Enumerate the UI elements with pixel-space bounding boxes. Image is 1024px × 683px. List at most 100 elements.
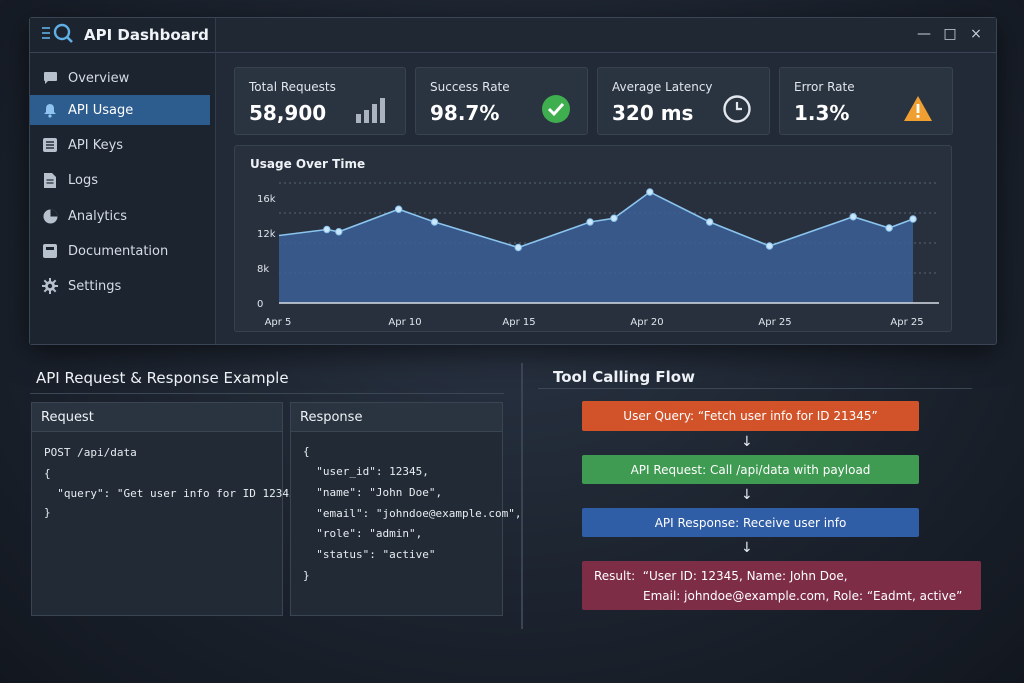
data-point bbox=[909, 215, 917, 223]
code-line: "user_id": 12345, bbox=[303, 465, 429, 478]
x-tick-label: Apr 10 bbox=[388, 317, 421, 328]
section-divider bbox=[521, 363, 523, 629]
response-box: Response { "user_id": 12345, "name": "Jo… bbox=[290, 402, 522, 616]
chart-title: Usage Over Time bbox=[250, 157, 366, 171]
result-line: Result: “User ID: 12345, Name: John Doe, bbox=[594, 569, 848, 583]
data-point bbox=[514, 243, 522, 252]
code-line: "role": "admin", bbox=[303, 527, 423, 540]
menu-search-icon[interactable] bbox=[42, 22, 76, 48]
card-value: 320 ms bbox=[612, 101, 694, 125]
x-tick-label: Apr 25 bbox=[758, 317, 791, 328]
card-label: Total Requests bbox=[249, 80, 336, 94]
flow-title: Tool Calling Flow bbox=[553, 368, 695, 386]
sidebar-item-label: Logs bbox=[68, 172, 98, 188]
data-point bbox=[705, 218, 714, 226]
list-icon bbox=[42, 137, 58, 153]
code-line: { bbox=[44, 467, 51, 480]
request-header: Request bbox=[32, 403, 282, 432]
sidebar-item-api-usage[interactable]: API Usage bbox=[30, 95, 210, 125]
metric-card-total-requests: Total Requests 58,900 bbox=[234, 67, 406, 135]
sidebar-item-logs[interactable]: Logs bbox=[30, 165, 210, 195]
check-circle-icon bbox=[542, 95, 570, 123]
data-point bbox=[849, 213, 857, 221]
card-value: 98.7% bbox=[430, 101, 500, 125]
minimize-button[interactable]: — bbox=[917, 26, 931, 42]
sidebar-item-overview[interactable]: Overview bbox=[30, 63, 210, 93]
y-tick-label: 8k bbox=[257, 264, 269, 275]
pie-chart-icon bbox=[42, 208, 58, 224]
card-label: Error Rate bbox=[794, 80, 855, 94]
titlebar: — □ × bbox=[216, 18, 996, 53]
app-title: API Dashboard bbox=[84, 26, 209, 44]
close-button[interactable]: × bbox=[970, 26, 982, 42]
x-tick-label: Apr 25 bbox=[890, 317, 923, 328]
code-line: } bbox=[303, 569, 310, 582]
data-point bbox=[586, 218, 594, 226]
x-tick-label: Apr 20 bbox=[630, 317, 663, 328]
x-tick-label: Apr 5 bbox=[265, 317, 292, 328]
sidebar-item-documentation[interactable]: Documentation bbox=[30, 236, 210, 266]
clock-icon bbox=[723, 95, 751, 123]
code-line: POST /api/data bbox=[44, 446, 137, 459]
sidebar-item-settings[interactable]: Settings bbox=[30, 271, 210, 301]
flow-step-user-query: User Query: “Fetch user info for ID 2134… bbox=[582, 401, 919, 431]
sidebar-item-analytics[interactable]: Analytics bbox=[30, 201, 210, 231]
code-line: } bbox=[44, 506, 51, 519]
divider bbox=[30, 393, 504, 394]
metric-card-success-rate: Success Rate 98.7% bbox=[415, 67, 588, 135]
x-tick-label: Apr 15 bbox=[502, 317, 535, 328]
data-point bbox=[430, 218, 439, 226]
card-label: Success Rate bbox=[430, 80, 510, 94]
usage-chart-panel: Usage Over Time 0 8k 12k 16k Apr 5 Apr 10 Apr… bbox=[234, 145, 952, 332]
code-line: "status": "active" bbox=[303, 548, 436, 561]
card-value: 58,900 bbox=[249, 101, 327, 125]
sidebar: API Dashboard Overview API Usage API Key… bbox=[30, 18, 216, 344]
card-label: Average Latency bbox=[612, 80, 713, 94]
dashboard-window: API Dashboard Overview API Usage API Key… bbox=[29, 17, 997, 345]
sidebar-item-label: Overview bbox=[68, 70, 130, 86]
sidebar-item-label: Settings bbox=[68, 278, 122, 294]
card-value: 1.3% bbox=[794, 101, 850, 125]
metric-card-error-rate: Error Rate 1.3% bbox=[779, 67, 953, 135]
data-point bbox=[323, 225, 331, 234]
flow-step-result: Result: “User ID: 12345, Name: John Doe,… bbox=[582, 561, 981, 610]
down-arrow-icon: ↓ bbox=[741, 540, 753, 556]
result-line: Email: johndoe@example.com, Role: “Eadmt… bbox=[643, 589, 963, 603]
data-point bbox=[335, 228, 343, 236]
code-line: "email": "johndoe@example.com", bbox=[303, 507, 522, 520]
down-arrow-icon: ↓ bbox=[741, 434, 753, 450]
gear-icon bbox=[42, 278, 58, 294]
document-icon bbox=[42, 172, 58, 188]
chat-bubble-icon bbox=[42, 70, 58, 86]
sidebar-item-label: API Keys bbox=[68, 137, 124, 153]
data-point bbox=[394, 205, 403, 213]
flow-step-api-response: API Response: Receive user info bbox=[582, 508, 919, 537]
sidebar-item-label: Analytics bbox=[68, 208, 128, 224]
sidebar-item-label: API Usage bbox=[68, 102, 134, 118]
box-icon bbox=[42, 243, 58, 259]
y-tick-label: 12k bbox=[257, 229, 276, 240]
flow-step-api-request: API Request: Call /api/data with payload bbox=[582, 455, 919, 484]
usage-line bbox=[278, 191, 914, 249]
sidebar-item-api-keys[interactable]: API Keys bbox=[30, 130, 210, 160]
warning-icon bbox=[904, 96, 932, 121]
sidebar-item-label: Documentation bbox=[68, 243, 169, 259]
divider bbox=[538, 388, 972, 389]
y-tick-label: 0 bbox=[257, 299, 263, 310]
usage-chart: 0 8k 12k 16k Apr 5 Apr 10 Apr 15 Apr 20 Apr 25 A… bbox=[257, 182, 939, 328]
bar-chart-icon bbox=[356, 98, 385, 123]
data-point bbox=[765, 242, 774, 250]
maximize-button[interactable]: □ bbox=[943, 26, 957, 42]
down-arrow-icon: ↓ bbox=[741, 487, 753, 503]
data-point bbox=[646, 188, 654, 196]
metric-card-average-latency: Average Latency 320 ms bbox=[597, 67, 770, 135]
code-line: "query": "Get user info for ID 12345" bbox=[44, 487, 303, 500]
code-line: "name": "John Doe", bbox=[303, 486, 443, 499]
data-point bbox=[610, 214, 618, 222]
data-point bbox=[885, 224, 893, 232]
api-example-title: API Request & Response Example bbox=[36, 369, 289, 387]
request-box: Request POST /api/data { "query": "Get u… bbox=[31, 402, 302, 616]
window-controls: — □ × bbox=[917, 26, 982, 42]
y-tick-label: 16k bbox=[257, 194, 276, 205]
bell-icon bbox=[42, 102, 58, 118]
